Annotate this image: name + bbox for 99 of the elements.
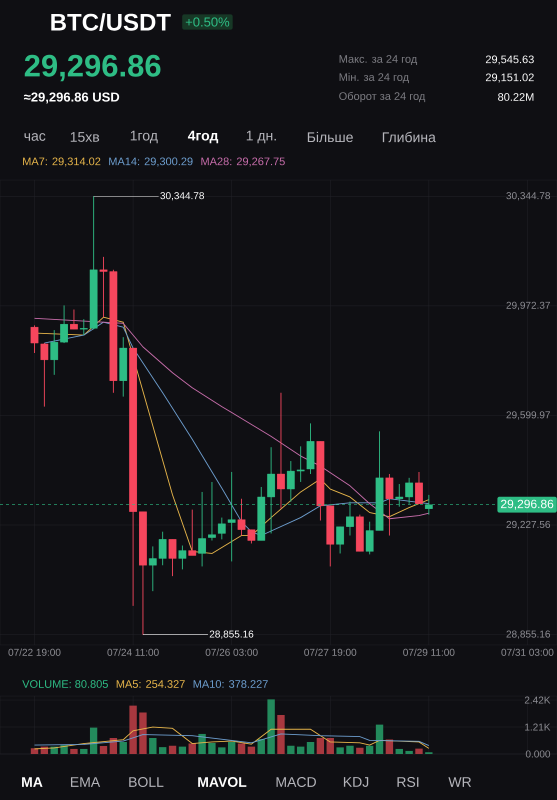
bar xyxy=(168,746,176,754)
text: Мін. за 24 год xyxy=(340,72,409,84)
bar xyxy=(158,747,166,754)
bar xyxy=(396,748,403,754)
candlestick xyxy=(386,474,394,536)
bar xyxy=(346,746,354,754)
candlestick xyxy=(70,309,78,330)
candlestick xyxy=(415,472,423,504)
bar xyxy=(129,706,137,754)
bar xyxy=(80,748,88,754)
x-tick-label: 07/26 03:00 xyxy=(206,648,258,656)
text: Більше xyxy=(308,132,353,142)
text: 80.22M xyxy=(498,93,534,101)
text: MA5: 254.327 xyxy=(116,680,185,688)
text: 15хв xyxy=(70,132,100,142)
bar xyxy=(149,738,156,754)
bar xyxy=(267,699,275,754)
bar xyxy=(188,744,196,754)
y-tick-label: 0.000 xyxy=(526,750,550,758)
text: 29,545.63 xyxy=(486,55,534,65)
text: Глибина xyxy=(382,132,436,142)
candlestick xyxy=(336,526,344,554)
bar xyxy=(386,740,394,754)
text: Макс. за 24 год xyxy=(340,55,418,65)
y-tick-label: 29,227.56 xyxy=(506,520,550,530)
x-tick-label: 07/24 11:00 xyxy=(107,648,159,656)
bar xyxy=(208,742,216,754)
bar xyxy=(376,724,384,754)
text: час xyxy=(24,133,46,141)
text: 1год xyxy=(130,130,158,144)
text: RSI xyxy=(397,777,418,787)
candlestick xyxy=(218,517,226,540)
bar xyxy=(366,746,374,754)
candlestick xyxy=(247,529,256,544)
text: MA xyxy=(22,777,43,787)
bar xyxy=(415,748,423,754)
bar xyxy=(139,712,147,754)
text: MA14: 29,300.29 xyxy=(109,157,193,167)
bar xyxy=(287,746,295,754)
bar xyxy=(100,746,108,754)
bar xyxy=(198,734,206,754)
candlestick xyxy=(178,545,186,570)
bar xyxy=(30,748,38,754)
text: 29,296.86 xyxy=(24,54,160,82)
y-tick-label: 30,344.78 xyxy=(506,192,550,200)
candlestick xyxy=(40,342,48,408)
y-tick-label: 29,972.37 xyxy=(506,302,550,310)
x-tick-label: 07/22 19:00 xyxy=(8,648,61,656)
annotation: 28,855.16 xyxy=(210,630,254,639)
text: WR xyxy=(448,777,472,787)
candlestick xyxy=(188,509,196,556)
y-tick-label: 1.21K xyxy=(525,724,550,731)
bar xyxy=(356,748,364,754)
bar xyxy=(336,747,344,754)
bar xyxy=(316,738,324,754)
candlestick xyxy=(50,330,58,376)
candlestick xyxy=(238,498,246,536)
x-tick-label: 07/29 11:00 xyxy=(403,648,454,656)
bar xyxy=(405,750,413,754)
text: Оборот за 24 год xyxy=(339,92,426,102)
text: BOLL xyxy=(129,777,164,787)
bar xyxy=(218,747,226,754)
ref-line-label: 29,296.86 xyxy=(501,500,554,510)
candlestick xyxy=(366,521,374,555)
text: MA28: 29,267.75 xyxy=(201,157,285,167)
chart-title: BTC/USDT xyxy=(51,13,171,31)
text: MA7: 29,314.02 xyxy=(23,157,100,167)
bar xyxy=(277,714,285,754)
text: 4год xyxy=(188,130,218,144)
y-tick-label: 2.42K xyxy=(524,696,550,704)
x-tick-label: 07/31 03:00 xyxy=(501,648,554,656)
text: KDJ xyxy=(344,777,368,787)
x-tick-label: 07/27 19:00 xyxy=(304,648,356,656)
candlestick xyxy=(100,256,108,318)
text: 1 дн. xyxy=(246,130,276,144)
text: ≈29,296.86 USD xyxy=(24,92,120,104)
text: EMA xyxy=(70,777,100,787)
bar xyxy=(306,742,314,754)
text: 29,151.02 xyxy=(486,73,534,83)
text: MAVOL xyxy=(198,777,246,787)
bar xyxy=(296,746,304,754)
text: VOLUME: 80.805 xyxy=(22,680,108,688)
text: MA10: 378.227 xyxy=(194,680,268,688)
bar xyxy=(238,744,246,754)
candlestick xyxy=(30,324,38,354)
bar xyxy=(326,738,334,754)
candlestick xyxy=(168,538,176,577)
bar xyxy=(120,742,127,754)
annotation: 30,344.78 xyxy=(160,192,204,200)
bar xyxy=(248,746,256,754)
y-tick-label: 29,599.97 xyxy=(506,411,550,420)
text: +0.50% xyxy=(186,17,230,27)
candlestick xyxy=(60,304,68,344)
text: MACD xyxy=(276,777,316,787)
y-tick-label: 28,855.16 xyxy=(506,630,550,639)
bar xyxy=(70,748,78,754)
bar xyxy=(228,742,236,754)
candlestick xyxy=(277,392,285,510)
bar xyxy=(178,746,186,754)
